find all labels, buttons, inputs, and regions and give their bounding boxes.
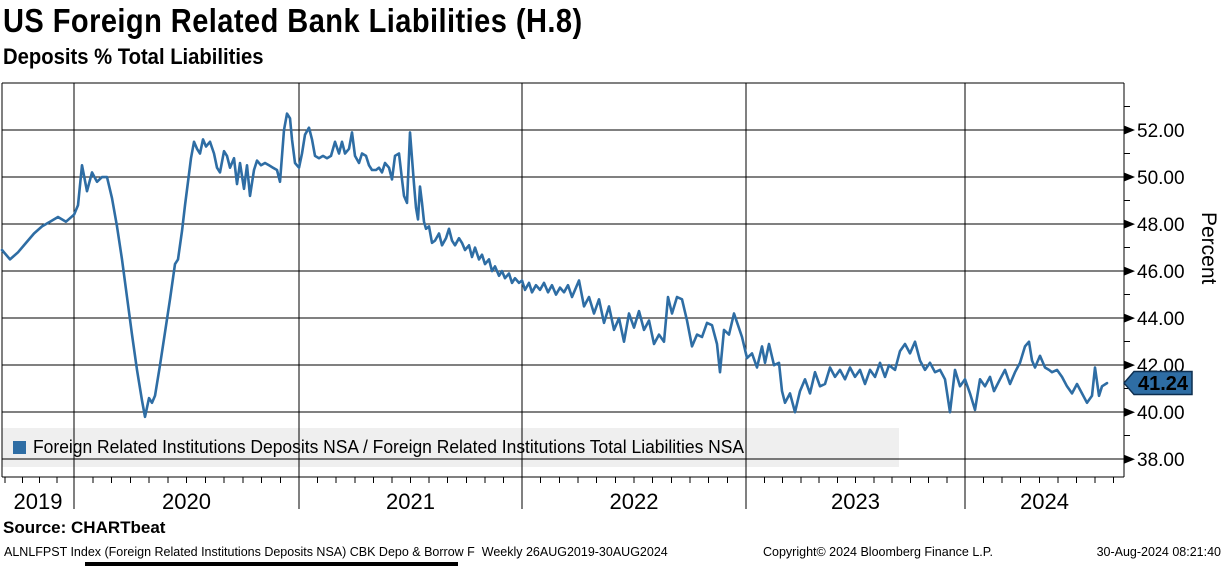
- y-tick-arrow-icon: [1124, 172, 1135, 182]
- year-label: 2024: [1020, 489, 1069, 514]
- y-axis-title: Percent: [1197, 212, 1220, 285]
- page-subtitle: Deposits % Total Liabilities: [3, 44, 264, 69]
- footer-timestamp: 30-Aug-2024 08:21:40: [1096, 545, 1221, 559]
- y-tick-arrow-icon: [1124, 454, 1135, 464]
- y-tick-label: 52.00: [1137, 121, 1185, 142]
- y-tick-label: 38.00: [1137, 450, 1185, 471]
- legend-marker-icon: [13, 441, 26, 454]
- year-label: 2020: [162, 489, 211, 514]
- y-tick-label: 40.00: [1137, 403, 1185, 424]
- y-tick-label: 48.00: [1137, 215, 1185, 236]
- year-label: 2023: [831, 489, 880, 514]
- y-tick-label: 44.00: [1137, 309, 1185, 330]
- y-tick-arrow-icon: [1124, 313, 1135, 323]
- y-tick-arrow-icon: [1124, 360, 1135, 370]
- footer-copyright: Copyright© 2024 Bloomberg Finance L.P.: [763, 545, 993, 559]
- footer-ticker-info: ALNLFPST Index (Foreign Related Institut…: [4, 545, 668, 559]
- y-tick-arrow-icon: [1124, 219, 1135, 229]
- year-label: 2019: [14, 489, 63, 514]
- y-tick-label: 50.00: [1137, 168, 1185, 189]
- last-value-text: 41.24: [1138, 373, 1189, 395]
- y-tick-label: 46.00: [1137, 262, 1185, 283]
- page-title: US Foreign Related Bank Liabilities (H.8…: [3, 2, 583, 39]
- y-tick-arrow-icon: [1124, 266, 1135, 276]
- source-line: Source: CHARTbeat: [3, 518, 166, 537]
- bottom-edge-bar: [85, 562, 458, 566]
- y-tick-arrow-icon: [1124, 125, 1135, 135]
- data-line: [0, 112, 1109, 419]
- year-label: 2022: [610, 489, 659, 514]
- last-value-badge: [1123, 370, 1193, 396]
- legend-band: [2, 428, 899, 467]
- y-tick-arrow-icon: [1124, 407, 1135, 417]
- footer: ALNLFPST Index (Foreign Related Institut…: [0, 545, 1224, 561]
- legend-label: Foreign Related Institutions Deposits NS…: [33, 437, 745, 457]
- legend-item[interactable]: Foreign Related Institutions Deposits NS…: [2, 428, 899, 467]
- year-label: 2021: [386, 489, 435, 514]
